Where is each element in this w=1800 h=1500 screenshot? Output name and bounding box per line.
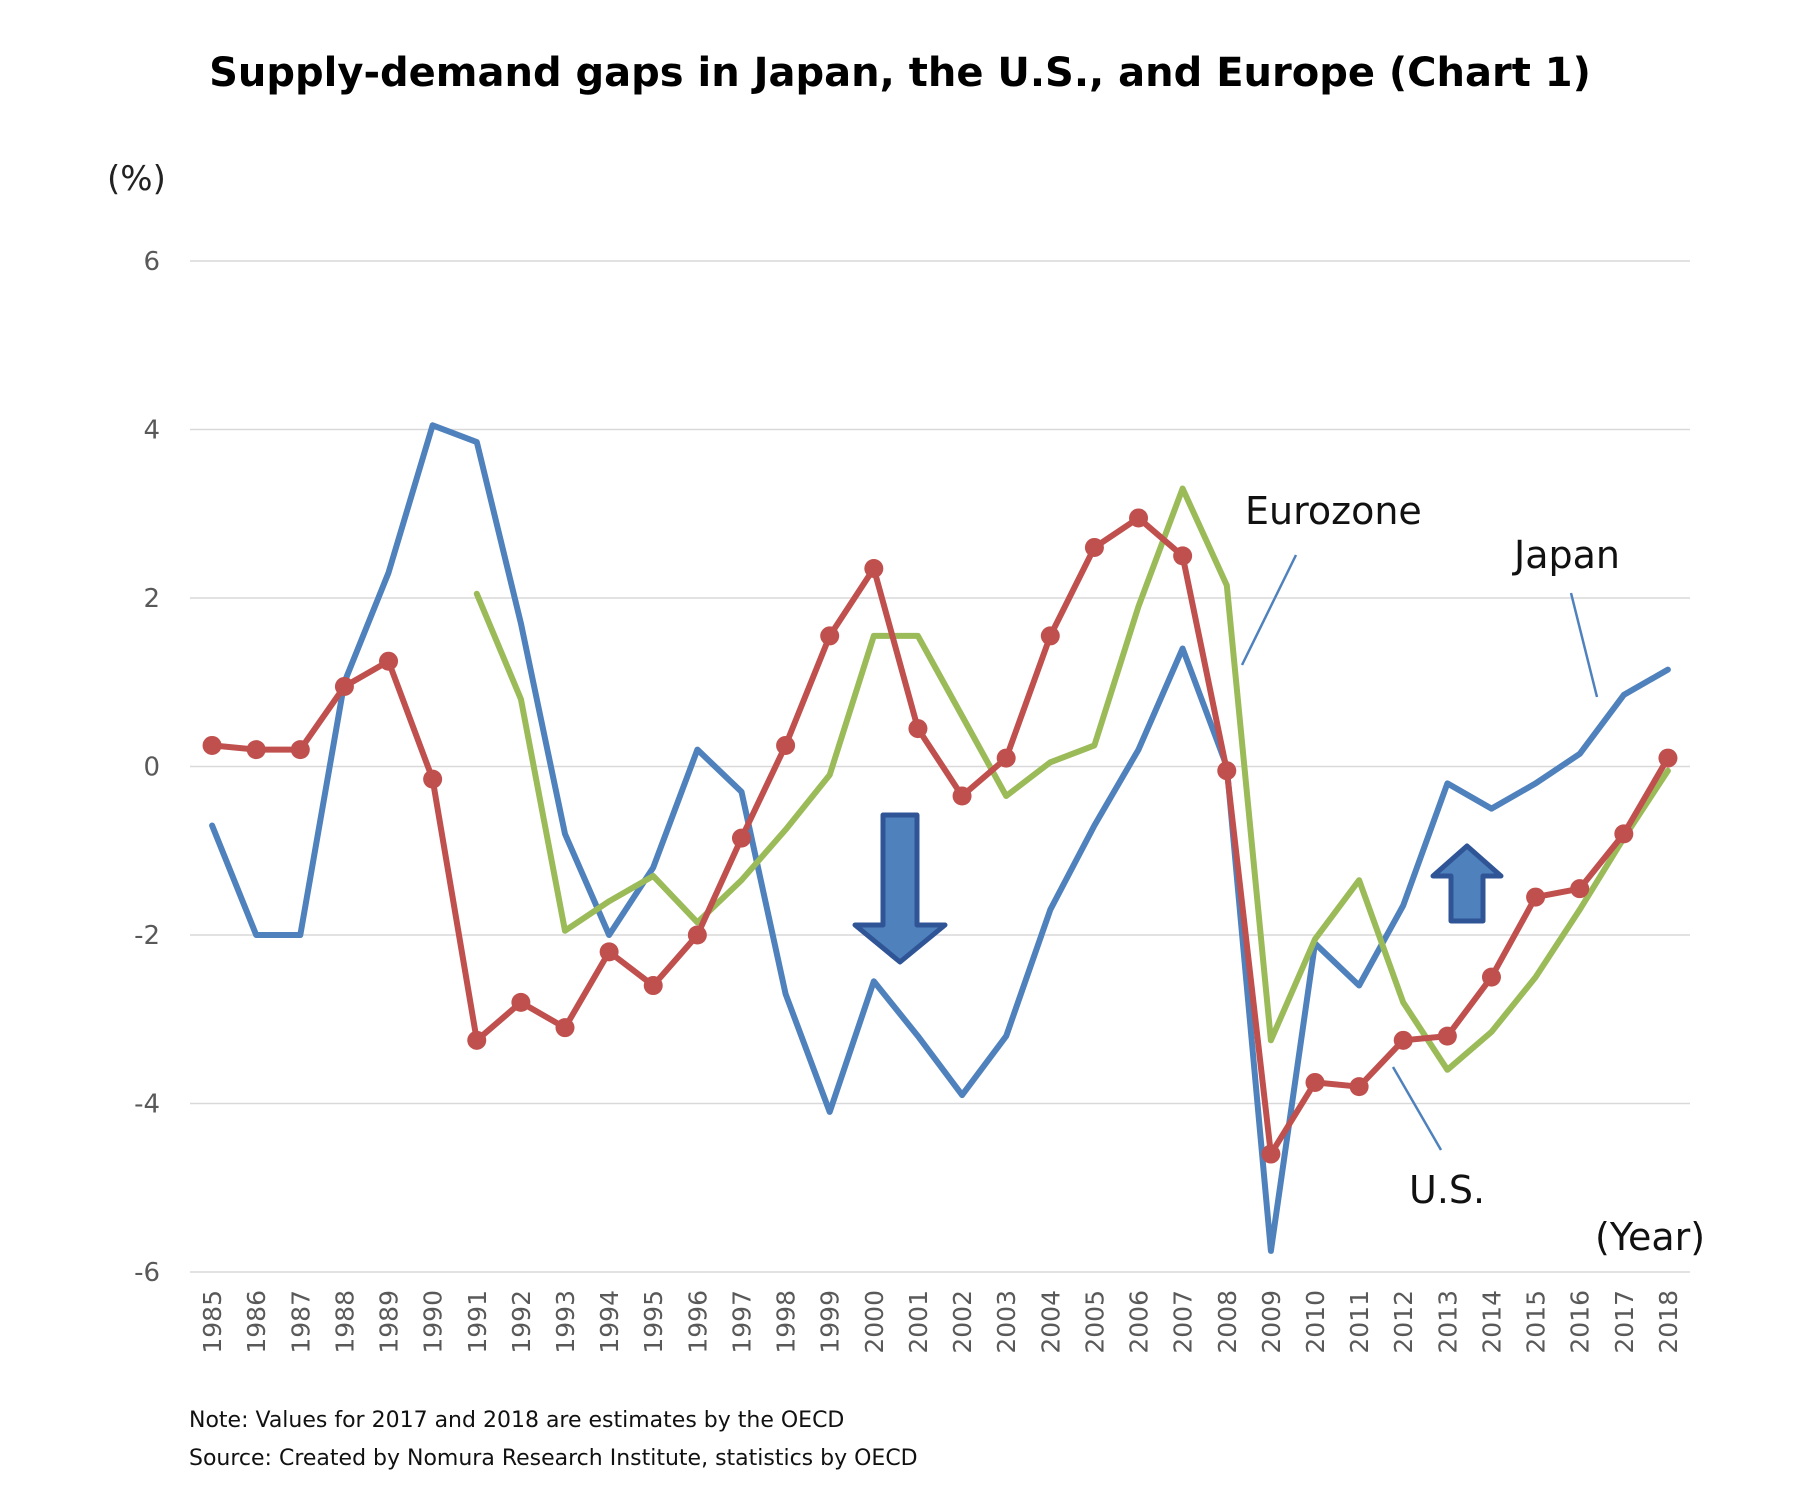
series-lines — [202, 422, 1678, 1254]
x-tick-label: 2006 — [1125, 1290, 1154, 1354]
data-point-us — [599, 942, 619, 962]
x-tick-label: 1993 — [551, 1290, 580, 1354]
x-tick-label: 2007 — [1169, 1290, 1198, 1354]
series-line-us — [209, 515, 1671, 1157]
eurozone-leader-line — [1240, 554, 1298, 666]
data-point-us — [1614, 824, 1634, 844]
data-point-us — [820, 626, 840, 646]
x-tick-label: 1994 — [595, 1290, 624, 1354]
x-tick-label: 2017 — [1610, 1290, 1639, 1354]
note-text: Note: Values for 2017 and 2018 are estim… — [189, 1408, 844, 1433]
data-point-us — [1305, 1072, 1325, 1092]
data-point-us — [687, 925, 707, 945]
us-leader-line — [1391, 1066, 1443, 1151]
x-tick-label: 2018 — [1654, 1290, 1683, 1354]
x-tick-label: 1991 — [463, 1290, 492, 1354]
us-label: U.S. — [1409, 1168, 1485, 1212]
data-point-us — [643, 976, 663, 996]
data-point-us — [864, 559, 884, 579]
y-unit-label: (%) — [107, 159, 166, 199]
y-tick-label: -4 — [134, 1090, 160, 1120]
x-tick-label: 2003 — [992, 1290, 1021, 1354]
x-tick-label: 1990 — [419, 1290, 448, 1354]
data-point-us — [731, 828, 751, 848]
data-point-us — [334, 676, 354, 696]
x-tick-label: 2012 — [1389, 1290, 1418, 1354]
y-tick-label: 2 — [143, 584, 160, 614]
series-line-japan — [209, 422, 1671, 1254]
x-tick-label: 1992 — [507, 1290, 536, 1354]
x-tick-label: 1989 — [375, 1290, 404, 1354]
y-tick-label: 6 — [143, 247, 160, 277]
eurozone-label: Eurozone — [1245, 489, 1422, 533]
x-tick-label: 2013 — [1433, 1290, 1462, 1354]
x-tick-label: 2015 — [1522, 1290, 1551, 1354]
x-tick-label: 1988 — [330, 1290, 359, 1354]
x-axis-ticks: 1985 1986 1987 1988 1989 1990 1991 1992 1993 1994… — [198, 1290, 1683, 1354]
data-point-us — [379, 651, 399, 671]
data-point-us — [1084, 537, 1104, 557]
x-tick-label: 2014 — [1477, 1290, 1506, 1354]
up-arrow-icon — [1430, 843, 1504, 924]
x-unit-label: (Year) — [1595, 1215, 1705, 1259]
x-tick-label: 2005 — [1080, 1290, 1109, 1354]
x-tick-label: 1998 — [772, 1290, 801, 1354]
data-point-us — [776, 735, 796, 755]
data-point-us — [1129, 508, 1149, 528]
x-tick-label: 2000 — [860, 1290, 889, 1354]
data-point-us — [1217, 761, 1237, 781]
x-tick-label: 2016 — [1566, 1290, 1595, 1354]
down-arrow-icon — [852, 812, 948, 965]
y-axis-ticks: 6 4 2 0 -2 -4 -6 — [134, 247, 160, 1288]
japan-leader-line — [1569, 592, 1599, 698]
chart-title: Supply-demand gaps in Japan, the U.S., a… — [209, 50, 1591, 96]
x-tick-label: 2001 — [904, 1290, 933, 1354]
y-tick-label: -2 — [134, 921, 160, 951]
x-tick-label: 1996 — [683, 1290, 712, 1354]
data-point-us — [1570, 879, 1590, 899]
x-tick-label: 1987 — [286, 1290, 315, 1354]
data-point-us — [1173, 546, 1193, 566]
data-point-us — [467, 1030, 487, 1050]
data-point-us — [1437, 1026, 1457, 1046]
data-point-us — [246, 740, 266, 760]
x-tick-label: 2009 — [1257, 1290, 1286, 1354]
series-line-eurozone — [473, 485, 1671, 1073]
data-point-us — [952, 786, 972, 806]
x-tick-label: 2010 — [1301, 1290, 1330, 1354]
x-tick-label: 2011 — [1345, 1290, 1374, 1354]
data-point-us — [290, 740, 310, 760]
series-us — [202, 508, 1678, 1164]
data-point-us — [423, 769, 443, 789]
data-point-us — [1393, 1030, 1413, 1050]
data-point-us — [1261, 1144, 1281, 1164]
x-tick-label: 2004 — [1036, 1290, 1065, 1354]
x-tick-label: 2008 — [1213, 1290, 1242, 1354]
data-point-us — [1349, 1077, 1369, 1097]
x-tick-label: 1995 — [639, 1290, 668, 1354]
x-tick-label: 1986 — [242, 1290, 271, 1354]
data-point-us — [1526, 887, 1546, 907]
data-point-us — [555, 1018, 575, 1038]
y-tick-label: 4 — [143, 416, 160, 446]
x-tick-label: 1997 — [727, 1290, 756, 1354]
data-point-us — [908, 719, 928, 739]
series-eurozone — [473, 485, 1671, 1073]
data-point-us — [1658, 748, 1678, 768]
japan-label: Japan — [1512, 533, 1620, 577]
y-tick-label: -6 — [134, 1258, 160, 1288]
data-point-us — [511, 992, 531, 1012]
x-tick-label: 1985 — [198, 1290, 227, 1354]
series-japan — [209, 422, 1671, 1254]
source-text: Source: Created by Nomura Research Insti… — [189, 1446, 918, 1471]
data-point-us — [202, 735, 222, 755]
data-point-us — [996, 748, 1016, 768]
data-point-us — [1481, 967, 1501, 987]
y-tick-label: 0 — [143, 753, 160, 783]
x-tick-label: 2002 — [948, 1290, 977, 1354]
x-tick-label: 1999 — [816, 1290, 845, 1354]
data-point-us — [1040, 626, 1060, 646]
